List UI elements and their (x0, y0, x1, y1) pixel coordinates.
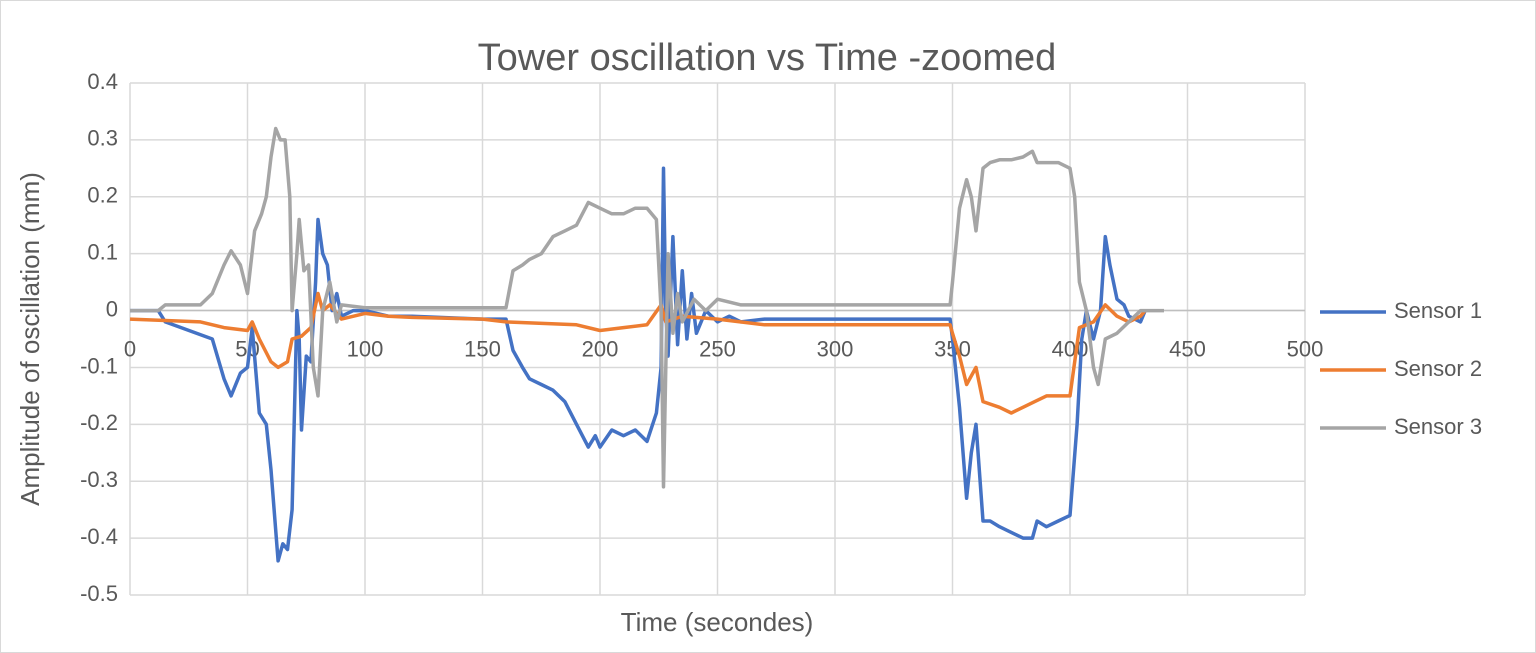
y-tick-label: -0.5 (80, 581, 118, 606)
y-tick-label: 0.2 (87, 183, 118, 208)
x-tick-label: 0 (124, 336, 136, 361)
x-tick-label: 100 (347, 336, 384, 361)
y-tick-label: 0.1 (87, 239, 118, 264)
x-tick-label: 300 (817, 336, 854, 361)
series-line (129, 291, 1147, 415)
x-axis-title: Time (secondes) (621, 607, 814, 637)
y-tick-label: -0.3 (80, 467, 118, 492)
chart-title: Tower oscillation vs Time -zoomed (478, 37, 1057, 79)
y-tick-label: 0.4 (87, 69, 118, 94)
series-line (130, 126, 1164, 489)
x-tick-label: 150 (464, 336, 501, 361)
y-axis-title: Amplitude of oscillation (mm) (15, 172, 45, 506)
legend-label: Sensor 2 (1394, 356, 1482, 381)
y-tick-label: -0.2 (80, 410, 118, 435)
legend-label: Sensor 1 (1394, 298, 1482, 323)
x-tick-label: 500 (1287, 336, 1324, 361)
series-line (130, 166, 1147, 563)
x-tick-label: 250 (699, 336, 736, 361)
y-tick-label: -0.1 (80, 353, 118, 378)
y-tick-label: -0.4 (80, 524, 118, 549)
x-tick-label: 200 (582, 336, 619, 361)
legend-label: Sensor 3 (1394, 414, 1482, 439)
y-tick-label: 0 (106, 296, 118, 321)
x-tick-label: 450 (1169, 336, 1206, 361)
y-tick-label: 0.3 (87, 126, 118, 151)
